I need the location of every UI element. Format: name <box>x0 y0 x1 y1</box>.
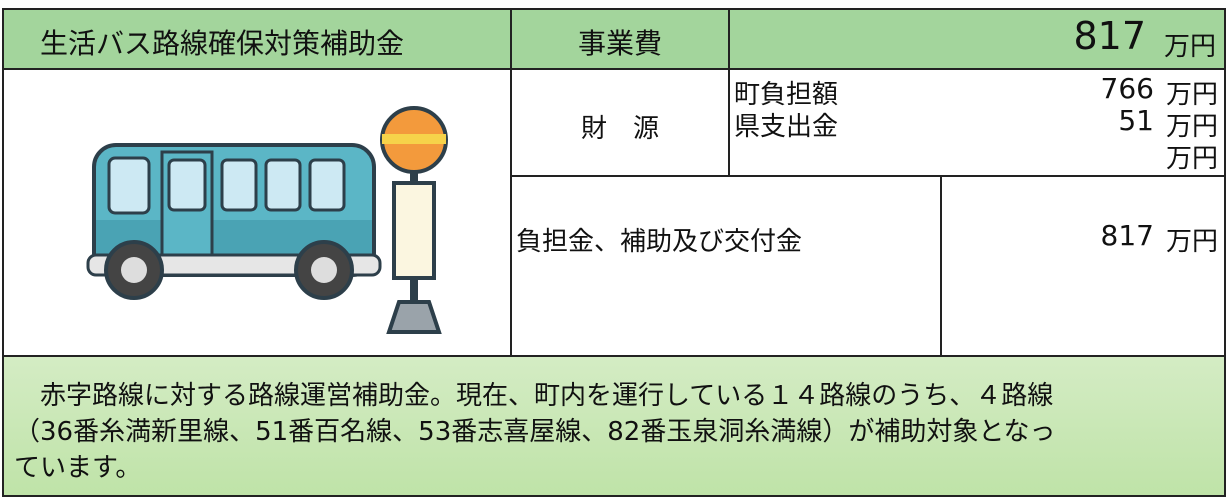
funding-row-value: 51 <box>1118 104 1154 137</box>
cost-value: 817 <box>1073 14 1146 58</box>
cost-label-cell: 事業費 <box>510 8 730 70</box>
subsidy-value: 817 <box>1100 219 1154 252</box>
funding-label: 財 源 <box>580 114 659 144</box>
cost-value-cell: 817 万円 <box>728 8 1226 70</box>
unit: 万円 <box>1165 144 1218 174</box>
illustration-cell <box>2 68 512 357</box>
subsidy-value-cell: 817 万円 <box>940 175 1226 357</box>
unit: 万円 <box>1165 227 1218 257</box>
funding-row-value: 766 <box>1100 72 1154 105</box>
description-cell: 赤字路線に対する路線運営補助金。現在、町内を運行している１４路線のうち、４路線 … <box>2 355 1226 497</box>
funding-row-label: 県支出金 <box>734 112 839 142</box>
unit: 万円 <box>1165 112 1218 142</box>
bus-illustration <box>86 106 448 334</box>
description-line: ています。 <box>14 453 142 483</box>
description-line: 赤字路線に対する路線運営補助金。現在、町内を運行している１４路線のうち、４路線 <box>14 381 1054 411</box>
subsidy-label: 負担金、補助及び交付金 <box>516 227 803 257</box>
subsidy-label-cell: 負担金、補助及び交付金 <box>510 175 942 357</box>
title: 生活バス路線確保対策補助金 <box>40 27 405 60</box>
unit: 万円 <box>1165 80 1218 110</box>
funding-label-cell: 財 源 <box>510 68 730 177</box>
cost-label: 事業費 <box>577 27 662 60</box>
title-cell: 生活バス路線確保対策補助金 <box>2 8 512 70</box>
funding-detail-cell: 町負担額 766 万円 県支出金 51 万円 万円 <box>728 68 1226 177</box>
description-line: （36番糸満新里線、51番百名線、53番志喜屋線、82番玉泉洞糸満線）が補助対象… <box>14 417 1056 447</box>
funding-row-label: 町負担額 <box>734 80 839 110</box>
unit: 万円 <box>1163 32 1216 62</box>
